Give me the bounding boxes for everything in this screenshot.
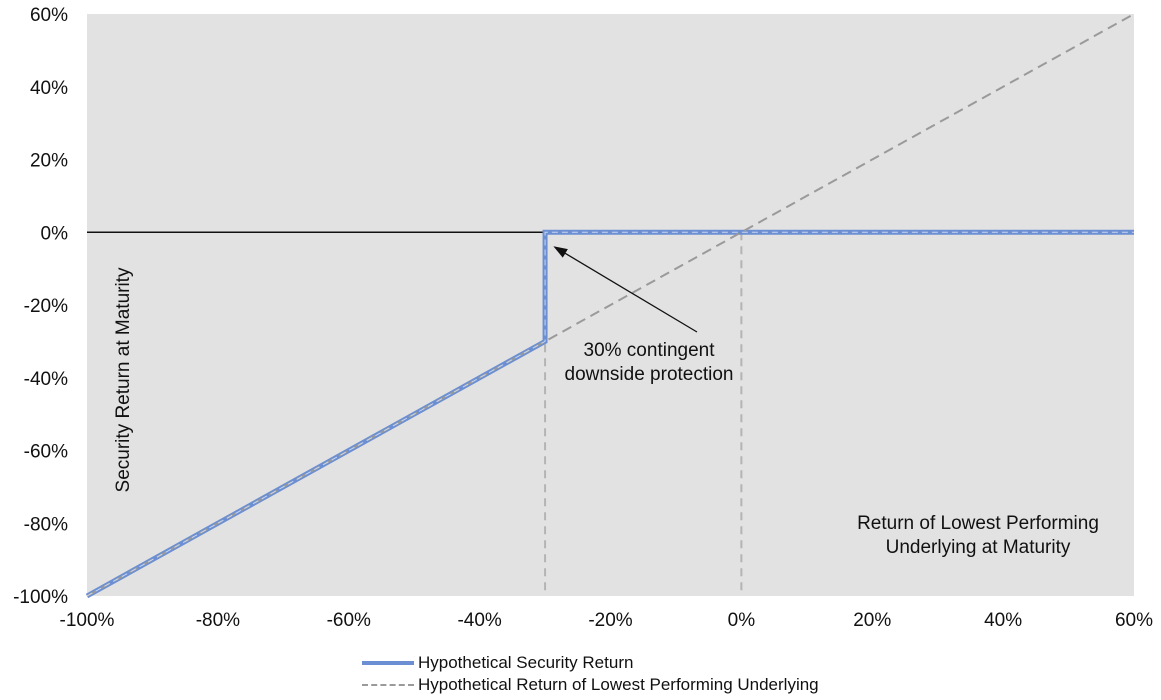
x-tick-label: 0% (728, 610, 756, 631)
legend-swatch-dashed (362, 684, 414, 686)
x-axis-ticks: -100% -80% -60% -40% -20% 0% 20% 40% 60% (60, 610, 1154, 631)
x-axis-label-line-1: Return of Lowest Performing (857, 513, 1099, 534)
legend-item-underlying-return: Hypothetical Return of Lowest Performing… (362, 674, 819, 696)
y-axis-ticks: -100% -80% -60% -40% -20% 0% 20% 40% 60% (13, 5, 68, 608)
x-tick-label: -60% (327, 610, 371, 631)
y-tick-label: 60% (30, 5, 68, 26)
y-tick-label: -100% (13, 587, 68, 608)
series-layer (85, 13, 1135, 599)
x-tick-label: 40% (984, 610, 1022, 631)
annotation-line-2: downside protection (565, 364, 734, 385)
x-tick-label: -40% (457, 610, 501, 631)
series-line-underlying-return (86, 13, 1135, 597)
legend-label: Hypothetical Security Return (418, 653, 634, 672)
y-tick-label: -60% (24, 442, 68, 463)
x-tick-label: -20% (588, 610, 632, 631)
legend-swatch-solid (362, 661, 414, 665)
y-tick-label: 20% (30, 151, 68, 172)
annotation-line-1: 30% contingent (584, 340, 716, 361)
series-line-security-return-highlight (86, 231, 1134, 597)
x-tick-label: 20% (853, 610, 891, 631)
y-tick-label: -80% (24, 514, 68, 535)
legend-label: Hypothetical Return of Lowest Performing… (418, 675, 819, 694)
legend-item-security-return: Hypothetical Security Return (362, 652, 819, 674)
y-tick-label: -40% (24, 369, 68, 390)
x-tick-label: -100% (60, 610, 115, 631)
x-tick-label: -80% (196, 610, 240, 631)
y-tick-label: -20% (24, 296, 68, 317)
annotation-arrow (553, 246, 698, 333)
x-axis-label-line-2: Underlying at Maturity (886, 537, 1071, 558)
y-axis-label: Security Return at Maturity (113, 267, 134, 492)
y-tick-label: 0% (41, 223, 69, 244)
y-tick-label: 40% (30, 78, 68, 99)
legend: Hypothetical Security Return Hypothetica… (362, 652, 819, 696)
x-tick-label: 60% (1115, 610, 1153, 631)
